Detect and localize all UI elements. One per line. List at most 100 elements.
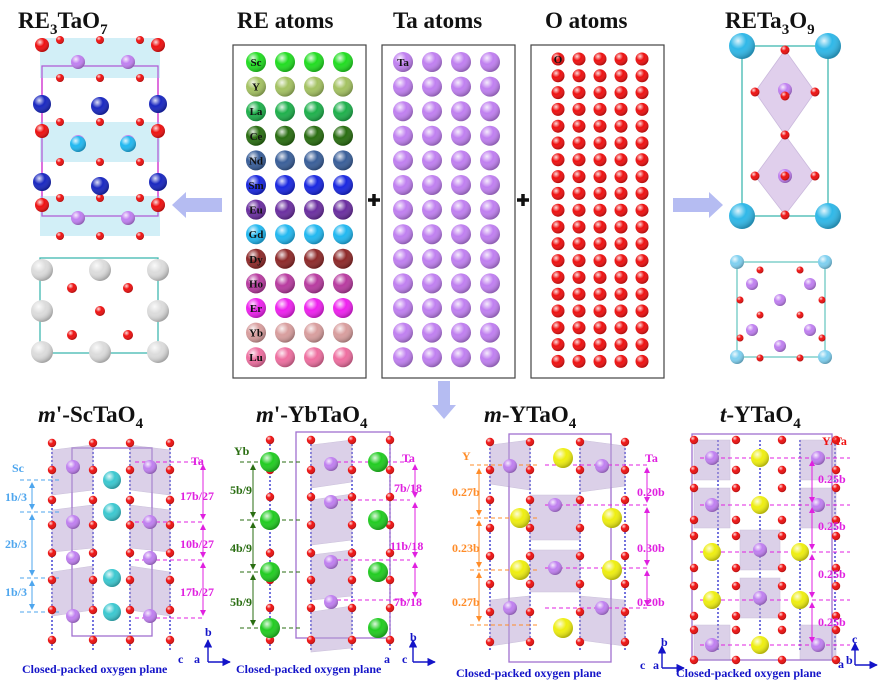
sc-dim-3: 1b/3 <box>5 585 27 599</box>
re-atom <box>333 101 353 122</box>
o-atom <box>777 655 787 665</box>
ym-dim-3: 0.27b <box>452 595 480 609</box>
re-atom <box>275 52 295 72</box>
yt-dim-4: 0.25b <box>818 615 846 629</box>
ta-atom <box>422 248 442 269</box>
sc-dim-2: 2b/3 <box>5 537 27 551</box>
dimension-arrow-icon <box>476 468 482 516</box>
o-atom <box>96 194 104 202</box>
re-atom-label: Y <box>252 82 260 94</box>
o-atom <box>614 170 628 184</box>
dimension-arrow-icon <box>200 562 206 616</box>
o-atom <box>689 435 699 445</box>
o-atom <box>47 495 57 505</box>
re-atom <box>246 175 266 195</box>
ta-atom-label: Ta <box>397 57 409 69</box>
o-atom <box>635 102 649 116</box>
o-atom <box>635 136 649 150</box>
re-atom <box>149 173 167 191</box>
o-atom <box>572 52 586 66</box>
o-atom <box>125 438 135 448</box>
o-atom <box>136 194 144 202</box>
o-atom <box>572 304 586 318</box>
o-atom <box>750 171 760 181</box>
ta-atom <box>143 515 157 529</box>
dimension-arrow-icon <box>809 602 815 643</box>
re-atom <box>275 125 295 146</box>
ybtao4-labels: Yb 5b/9 4b/9 5b/9 Ta 7b/18 11b/18 7b/18 … <box>230 444 423 676</box>
ta-atom <box>480 125 500 146</box>
o-atom <box>750 87 760 97</box>
ta-atom <box>480 175 500 195</box>
re-atom <box>730 255 744 269</box>
dimension-arrow-icon <box>476 520 482 568</box>
re-atom <box>275 322 295 343</box>
ta-atom <box>451 76 471 97</box>
ta-atom <box>774 294 786 306</box>
o-atom <box>551 237 565 251</box>
dimension-arrow-icon <box>412 562 418 598</box>
o-atom <box>572 270 586 284</box>
ta-atom <box>66 609 80 623</box>
o-atom <box>95 306 105 316</box>
o-atom <box>689 483 699 493</box>
o-atom <box>620 551 630 561</box>
re-atom <box>553 448 573 468</box>
ta-atom <box>451 150 471 171</box>
o-atom <box>593 321 607 335</box>
re-atom <box>791 591 809 609</box>
o-atom <box>56 158 64 166</box>
o-atom <box>593 304 607 318</box>
o-atom <box>777 563 787 573</box>
o-atom <box>777 531 787 541</box>
o-atom <box>572 136 586 150</box>
o-atom <box>347 492 357 502</box>
re-atom <box>333 175 353 195</box>
o-atom <box>88 575 98 585</box>
o-atom <box>614 354 628 368</box>
o-atom <box>777 625 787 635</box>
yb-caption: Closed-packed oxygen plane <box>236 662 382 676</box>
re-atom <box>275 347 295 368</box>
re-atom <box>818 255 832 269</box>
o-atom <box>593 254 607 268</box>
o-atom <box>593 136 607 150</box>
o-atom <box>551 186 565 200</box>
o-atom <box>306 635 316 645</box>
o-atom <box>165 605 175 615</box>
re-atom <box>275 273 295 294</box>
yt-caption: Closed-packed oxygen plane <box>676 666 822 680</box>
o-atom <box>56 194 64 202</box>
o-atom <box>777 465 787 475</box>
ta-atoms-grid: Ta <box>393 52 500 368</box>
o-atom <box>572 321 586 335</box>
dimension-arrow-icon <box>250 574 256 626</box>
o-atom <box>736 296 744 304</box>
ta-atom <box>595 459 609 473</box>
o-atom <box>593 186 607 200</box>
o-atom <box>151 124 165 138</box>
axes-icon <box>657 645 685 673</box>
o-atom <box>485 551 495 561</box>
yb-ta-dim-2: 11b/18 <box>390 539 423 553</box>
axes-icon <box>203 639 231 667</box>
o-atom <box>306 465 316 475</box>
o-atom <box>620 437 630 447</box>
re-atom <box>304 298 324 318</box>
o-atom <box>47 548 57 558</box>
m-ybtao4-structure <box>240 431 436 667</box>
o-atom <box>525 465 535 475</box>
sc-dim-1: 1b/3 <box>5 490 27 504</box>
re-atom <box>703 543 721 561</box>
o-atom <box>385 575 395 585</box>
dimension-arrow-icon <box>644 467 650 503</box>
o-atom <box>635 170 649 184</box>
ta-atom <box>503 459 517 473</box>
title-ta-atoms: Ta atoms <box>393 8 482 33</box>
o-atom <box>731 581 741 591</box>
o-atom <box>347 548 357 558</box>
ta-atom <box>422 199 442 220</box>
re-atom-label: Yb <box>249 328 263 340</box>
title-re-atoms: RE atoms <box>237 8 334 33</box>
o-atom <box>123 330 133 340</box>
